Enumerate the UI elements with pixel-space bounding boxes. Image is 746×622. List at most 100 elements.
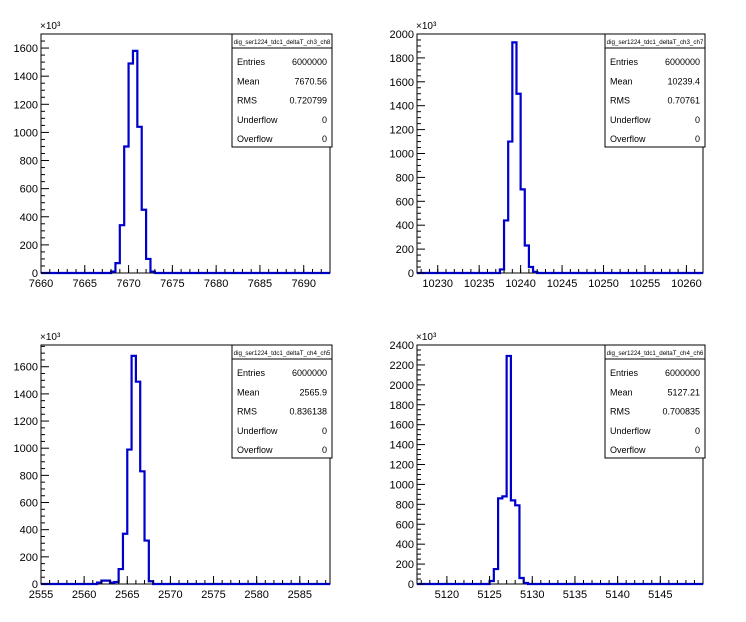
y-tick-label: 200: [20, 240, 38, 252]
y-tick-label: 0: [32, 579, 38, 591]
y-tick-label: 1600: [14, 362, 38, 374]
stats-label-overflow: Overflow: [610, 445, 646, 455]
stats-value-entries: 6000000: [665, 57, 700, 67]
x-tick-label: 7670: [116, 278, 140, 290]
stats-value-underflow: 0: [695, 115, 700, 125]
y-tick-label: 1200: [14, 99, 38, 111]
stats-box-frame: [604, 344, 706, 459]
stats-value-underflow: 0: [322, 115, 327, 125]
stats-value-mean: 2565.9: [299, 387, 327, 397]
y-tick-label: 400: [396, 539, 414, 551]
stats-label-rms: RMS: [237, 407, 257, 417]
y-tick-label: 400: [20, 525, 38, 537]
stats-label-overflow: Overflow: [610, 134, 646, 144]
y-tick-label: 2000: [390, 29, 414, 41]
stats-value-entries: 6000000: [292, 368, 327, 378]
histogram-line: [41, 354, 330, 586]
y-tick-label: 600: [20, 184, 38, 196]
stats-label-underflow: Underflow: [237, 426, 278, 436]
histogram-panel-1: 7660 7665 7670 7675 7680 7685 7690 0 200 400 600 80…: [14, 21, 333, 290]
stats-value-rms: 0.836138: [289, 407, 327, 417]
y-tick-label: 1400: [14, 71, 38, 83]
y-tick-label: 800: [396, 499, 414, 511]
stats-label-mean: Mean: [237, 387, 260, 397]
stats-value-mean: 7670.56: [294, 76, 327, 86]
y-tick-label: 200: [20, 552, 38, 564]
y-tick-label: 1000: [390, 149, 414, 161]
y-tick-label: 1600: [14, 43, 38, 55]
y-tick-label: 1400: [14, 389, 38, 401]
x-tick-label: 2575: [201, 589, 225, 601]
stats-title: dig_ser1224_tdc1_deltaT_ch3_ch8: [234, 39, 331, 46]
y-tick-label: 0: [32, 268, 38, 280]
stats-label-overflow: Overflow: [237, 134, 273, 144]
y-tick-label: 1200: [390, 125, 414, 137]
stats-label-mean: Mean: [610, 76, 633, 86]
y-tick-label: 1600: [390, 77, 414, 89]
stats-title: dig_ser1224_tdc1_deltaT_ch4_ch5: [234, 350, 331, 357]
x-tick-label: 10250: [588, 278, 619, 290]
y-tick-label: 600: [396, 196, 414, 208]
x-tick-label: 5140: [605, 589, 629, 601]
y-tick-label: 1600: [390, 420, 414, 432]
y-tick-label: 800: [20, 156, 38, 168]
x-tick-label: 7685: [248, 278, 272, 290]
stats-box: dig_ser1224_tdc1_deltaT_ch4_ch5 Entries 60…: [231, 344, 333, 459]
stats-label-underflow: Underflow: [610, 115, 651, 125]
stats-value-rms: 0.700835: [662, 407, 700, 417]
stats-label-overflow: Overflow: [237, 445, 273, 455]
y-tick-label: 2400: [390, 340, 414, 352]
y-exponent-label: ×10³: [416, 21, 437, 32]
histogram-line: [41, 49, 330, 275]
y-tick-label: 600: [396, 519, 414, 531]
stats-box: dig_ser1224_tdc1_deltaT_ch4_ch6 Entries 60…: [604, 344, 706, 459]
x-tick-label: 5130: [520, 589, 544, 601]
x-tick-label: 5135: [563, 589, 587, 601]
stats-value-underflow: 0: [322, 426, 327, 436]
y-tick-label: 1800: [390, 400, 414, 412]
stats-value-overflow: 0: [695, 445, 700, 455]
stats-box-frame: [231, 344, 333, 459]
y-tick-label: 400: [396, 220, 414, 232]
stats-label-underflow: Underflow: [610, 426, 651, 436]
stats-label-rms: RMS: [237, 96, 257, 106]
x-tick-label: 2570: [158, 589, 182, 601]
x-tick-label: 7680: [204, 278, 228, 290]
stats-value-overflow: 0: [695, 134, 700, 144]
stats-label-mean: Mean: [237, 76, 260, 86]
x-tick-label: 2555: [29, 589, 53, 601]
x-tick-label: 7665: [73, 278, 97, 290]
stats-value-overflow: 0: [322, 445, 327, 455]
stats-value-overflow: 0: [322, 134, 327, 144]
stats-title: dig_ser1224_tdc1_deltaT_ch4_ch6: [607, 350, 704, 357]
stats-box: dig_ser1224_tdc1_deltaT_ch3_ch7 Entries 60…: [604, 33, 706, 148]
x-tick-label: 10260: [671, 278, 702, 290]
y-tick-label: 1000: [14, 127, 38, 139]
x-tick-label: 10255: [630, 278, 661, 290]
x-tick-label: 10235: [464, 278, 495, 290]
x-tick-label: 10240: [505, 278, 536, 290]
stats-box: dig_ser1224_tdc1_deltaT_ch3_ch8 Entries 60…: [231, 33, 333, 148]
y-tick-label: 1200: [390, 460, 414, 472]
y-tick-label: 2000: [390, 380, 414, 392]
y-tick-label: 2200: [390, 360, 414, 372]
y-exponent-label: ×10³: [416, 332, 437, 343]
y-exponent-label: ×10³: [40, 21, 61, 32]
x-tick-label: 2560: [72, 589, 96, 601]
stats-label-entries: Entries: [610, 57, 639, 67]
histogram-panel-3: 2555 2560 2565 2570 2575 2580 2585 0 200 400 600 80…: [14, 332, 333, 601]
y-tick-label: 1000: [390, 479, 414, 491]
histogram-panel-4: 5120 5125 5130 5135 5140 5145 0 200 400 600 800 100…: [390, 332, 706, 601]
stats-box-frame: [604, 33, 706, 148]
stats-value-entries: 6000000: [292, 57, 327, 67]
y-tick-label: 800: [396, 172, 414, 184]
x-tick-label: 10245: [547, 278, 578, 290]
x-tick-label: 2565: [115, 589, 139, 601]
x-tick-label: 5145: [648, 589, 672, 601]
stats-label-underflow: Underflow: [237, 115, 278, 125]
stats-value-rms: 0.720799: [289, 96, 327, 106]
x-tick-label: 7675: [160, 278, 184, 290]
x-tick-label: 5120: [435, 589, 459, 601]
x-tick-label: 10230: [422, 278, 453, 290]
